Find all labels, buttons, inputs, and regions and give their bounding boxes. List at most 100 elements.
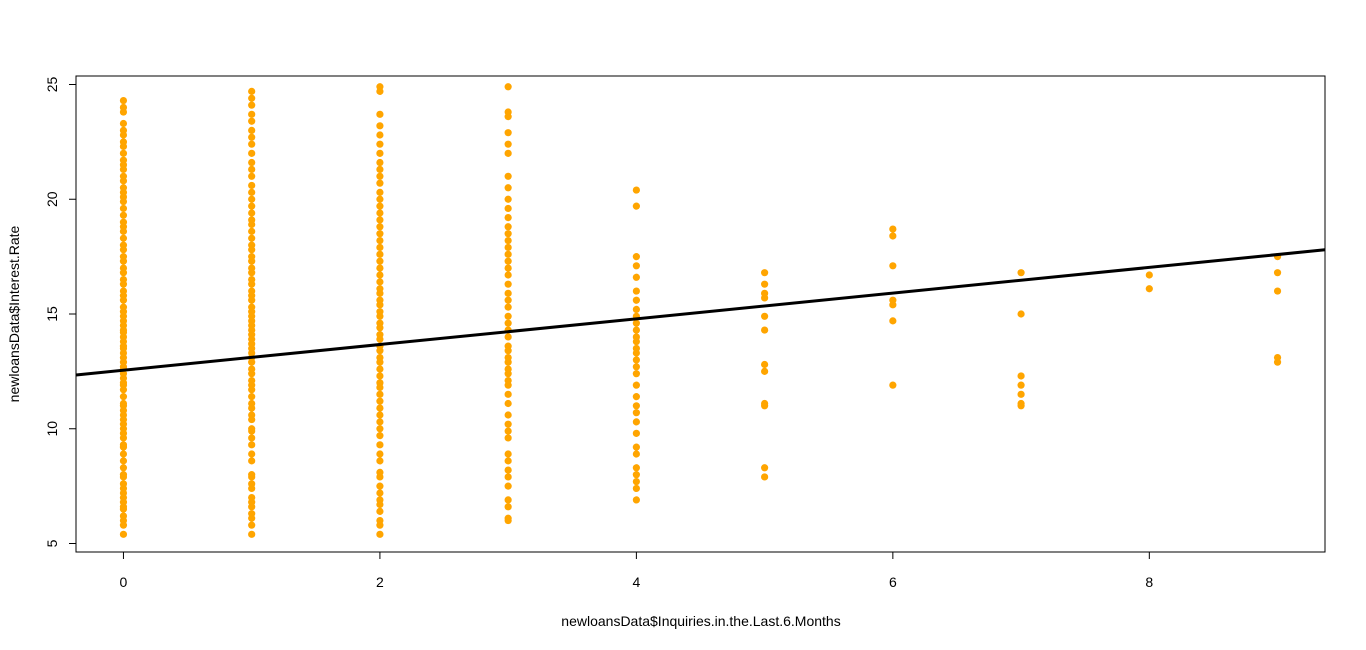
data-point bbox=[119, 275, 128, 284]
data-point bbox=[632, 464, 640, 472]
data-point bbox=[119, 450, 128, 458]
data-point bbox=[504, 271, 512, 279]
data-point bbox=[119, 172, 128, 180]
data-point bbox=[119, 234, 128, 242]
x-tick-label: 4 bbox=[632, 574, 640, 590]
data-point bbox=[632, 287, 640, 295]
data-point bbox=[119, 264, 128, 272]
data-point bbox=[504, 214, 512, 222]
data-point bbox=[376, 140, 384, 148]
data-point bbox=[889, 317, 897, 325]
data-point bbox=[376, 425, 384, 433]
data-point bbox=[376, 507, 384, 515]
data-point bbox=[376, 450, 384, 458]
data-point bbox=[761, 269, 769, 277]
data-point bbox=[504, 257, 512, 265]
data-point bbox=[632, 296, 640, 304]
y-tick-label: 10 bbox=[44, 421, 60, 437]
data-point bbox=[248, 480, 256, 488]
data-point bbox=[376, 83, 384, 91]
data-point bbox=[376, 331, 384, 339]
data-point bbox=[248, 227, 256, 235]
data-point bbox=[119, 393, 128, 401]
data-point bbox=[376, 271, 384, 279]
data-point bbox=[761, 326, 769, 334]
regression-line bbox=[75, 248, 1326, 377]
data-point bbox=[1017, 310, 1025, 318]
data-point bbox=[119, 241, 128, 249]
data-point bbox=[119, 399, 128, 408]
data-point bbox=[504, 333, 512, 341]
data-point bbox=[248, 110, 256, 118]
data-point bbox=[376, 319, 384, 327]
data-point bbox=[1273, 269, 1282, 277]
data-point bbox=[504, 250, 512, 258]
data-point bbox=[248, 87, 256, 95]
data-point bbox=[119, 204, 128, 213]
data-point bbox=[1017, 372, 1025, 380]
data-point bbox=[504, 83, 512, 91]
data-point bbox=[248, 101, 256, 109]
data-point bbox=[504, 496, 512, 504]
data-point bbox=[376, 223, 384, 231]
data-point bbox=[1273, 354, 1282, 362]
data-point bbox=[376, 278, 384, 286]
data-point bbox=[376, 264, 384, 272]
data-point bbox=[761, 473, 769, 481]
data-point bbox=[376, 496, 384, 504]
data-point bbox=[504, 195, 512, 203]
data-point bbox=[504, 514, 512, 522]
data-point bbox=[119, 253, 128, 261]
y-tick-label: 15 bbox=[44, 306, 60, 322]
data-point bbox=[376, 308, 384, 316]
plot-frame bbox=[75, 75, 1326, 553]
data-point bbox=[376, 195, 384, 203]
data-point bbox=[119, 218, 128, 226]
data-point bbox=[376, 165, 384, 174]
data-point bbox=[632, 402, 640, 410]
data-point bbox=[376, 296, 384, 304]
data-point bbox=[504, 503, 512, 511]
data-point bbox=[632, 305, 640, 314]
data-point bbox=[248, 494, 256, 502]
data-point bbox=[119, 512, 128, 520]
data-point bbox=[248, 399, 256, 408]
data-point bbox=[376, 365, 384, 373]
data-point bbox=[376, 131, 384, 139]
data-point bbox=[119, 457, 128, 465]
data-point bbox=[632, 186, 640, 194]
data-point bbox=[376, 209, 384, 217]
data-point bbox=[504, 204, 512, 213]
data-point bbox=[376, 404, 384, 412]
data-point bbox=[761, 289, 769, 297]
data-point bbox=[504, 280, 512, 288]
data-point bbox=[1017, 381, 1025, 389]
data-point bbox=[119, 126, 128, 134]
data-point bbox=[248, 434, 256, 442]
data-point bbox=[1017, 390, 1025, 398]
data-point bbox=[504, 230, 512, 238]
data-point bbox=[504, 482, 512, 490]
data-point bbox=[632, 326, 640, 334]
data-point bbox=[504, 450, 512, 458]
data-point bbox=[248, 181, 256, 190]
data-point bbox=[119, 96, 128, 105]
data-point bbox=[504, 376, 512, 385]
data-point bbox=[1145, 285, 1153, 293]
data-point bbox=[376, 285, 384, 293]
data-point bbox=[376, 230, 384, 238]
data-point bbox=[504, 365, 512, 373]
data-point bbox=[119, 471, 128, 479]
data-point bbox=[248, 411, 256, 419]
data-point bbox=[632, 363, 640, 371]
data-point bbox=[504, 296, 512, 304]
data-point bbox=[248, 521, 256, 529]
data-point bbox=[632, 496, 640, 504]
data-point bbox=[376, 236, 384, 245]
data-point bbox=[248, 216, 256, 224]
data-point bbox=[376, 257, 384, 265]
data-point bbox=[376, 468, 384, 476]
data-point bbox=[248, 117, 256, 125]
data-point bbox=[376, 489, 384, 497]
data-point bbox=[248, 140, 256, 148]
